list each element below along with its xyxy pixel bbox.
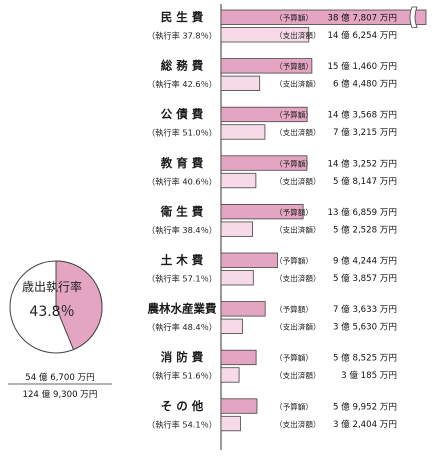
budget-amount-label: 9 億 4,244 万円 [333,255,397,267]
spent-bar [220,270,254,286]
spent-bar [220,172,257,189]
budget-kind-label: （予算額） [275,13,313,23]
budget-bar [220,203,304,220]
budget-kind-label: （予算額） [275,110,313,120]
spent-amount-label: 7 億 3,215 万円 [333,126,397,138]
spent-kind-label: （支出済額） [275,30,321,40]
budget-kind-label: （予算額） [275,158,313,168]
category-row: 衛 生 費 （執行率 38.4％） （予算額） 13 億 6,859 万円 （支出済額）… [147,203,397,237]
execution-rate-label: （執行率 54.1％） [147,419,217,429]
category-label: 総 務 費 [161,59,204,73]
spent-amount-label: 14 億 6,254 万円 [327,29,397,41]
pie-slice-executed [55,260,103,351]
spent-amount-label: 3 億 185 万円 [341,369,397,381]
category-row: 教 育 費 （執行率 40.6％） （予算額） 14 億 3,252 万円 （支出済額）… [147,155,397,189]
spent-bar [220,27,310,43]
execution-rate-label: （執行率 38.4％） [147,225,217,235]
budget-kind-label: （予算額） [275,401,313,411]
category-row: 土 木 費 （執行率 57.1％） （予算額） 9 億 4,244 万円 （支出済額） 5… [147,252,397,286]
spent-bar [220,124,266,140]
spent-kind-label: （支出済額） [275,176,321,186]
spent-bar [220,367,240,383]
budget-total: 124 億 9,300 万円 [23,388,98,400]
category-row: 公 債 費 （執行率 51.0％） （予算額） 14 億 3,568 万円 （支出済額）… [147,106,397,140]
budget-kind-label: （予算額） [275,256,313,266]
spent-total: 54 億 6,700 万円 [25,371,95,383]
budget-amount-label: 15 億 1,460 万円 [327,60,397,72]
category-label: 公 債 費 [161,107,204,121]
spent-kind-label: （支出済額） [275,224,321,234]
axis-break-mark [409,6,418,28]
pie-label: 歳出執行率 [22,279,82,294]
spent-kind-label: （支出済額） [275,419,321,429]
budget-amount-label: 38 億 7,807 万円 [327,12,397,24]
spent-bar [220,221,253,237]
category-row: そ の 他 （執行率 54.1％） （予算額） 5 億 9,952 万円 （支出済額） 3… [147,398,397,432]
budget-kind-label: （予算額） [275,61,313,71]
budget-amount-label: 7 億 3,633 万円 [333,303,397,315]
category-label: 民 生 費 [161,10,204,24]
budget-bar [220,252,278,268]
budget-kind-label: （予算額） [275,207,313,217]
category-label: 教 育 費 [160,156,204,170]
spent-amount-label: 3 億 5,630 万円 [333,321,397,333]
category-rows: 民 生 費 （執行率 37.8％） （予算額） 38 億 7,807 万円 （支出済額）… [147,6,427,432]
execution-rate-label: （執行率 48.4％） [147,322,217,332]
execution-rate-label: （執行率 51.0％） [147,128,217,138]
budget-kind-label: （予算額） [275,304,313,314]
spent-kind-label: （支出済額） [275,79,321,89]
category-label: 衛 生 費 [160,204,204,218]
budget-bar [220,9,427,25]
category-row: 民 生 費 （執行率 37.8％） （予算額） 38 億 7,807 万円 （支出済額）… [147,6,427,43]
spent-kind-label: （支出済額） [275,127,321,137]
execution-rate-label: （執行率 37.8％） [147,31,217,41]
spent-amount-label: 5 億 3,857 万円 [333,272,397,284]
category-row: 総 務 費 （執行率 42.6％） （予算額） 15 億 1,460 万円 （支出済額）… [147,58,397,91]
spent-kind-label: （支出済額） [275,273,321,283]
execution-rate-label: （執行率 42.6％） [147,79,217,89]
budget-amount-label: 14 億 3,568 万円 [327,109,397,121]
totals-fraction: 54 億 6,700 万円 124 億 9,300 万円 [8,371,112,400]
budget-bar [220,349,257,366]
budget-bar [220,106,308,123]
execution-rate-label: （執行率 40.6％） [147,176,217,186]
execution-rate-label: （執行率 57.1％） [147,274,217,284]
category-label: 消 防 費 [161,350,204,364]
pie-rate-text: 43.8％ [29,304,74,320]
spent-bar [220,415,241,432]
budget-bar [220,398,258,414]
spent-amount-label: 6 億 4,480 万円 [333,78,397,90]
category-label: そ の 他 [161,399,204,413]
budget-bar [220,155,308,171]
budget-amount-label: 13 億 6,859 万円 [327,206,397,218]
category-row: 消 防 費 （執行率 51.6％） （予算額） 5 億 8,525 万円 （支出済額） 3… [147,349,397,383]
spent-amount-label: 5 億 8,147 万円 [333,175,397,187]
budget-amount-label: 5 億 9,952 万円 [333,400,397,412]
execution-rate-pie: 歳出執行率 43.8％ [9,260,103,354]
budget-kind-label: （予算額） [275,353,313,363]
category-label: 土 木 費 [161,253,204,267]
execution-rate-label: （執行率 51.6％） [147,371,217,381]
spent-kind-label: （支出済額） [275,370,321,380]
spent-bar [220,75,261,91]
budget-bar [220,58,313,74]
category-row: 農林水産業費 （執行率 48.4％） （予算額） 7 億 3,633 万円 （支出済額）… [147,301,397,335]
spent-kind-label: （支出済額） [275,322,321,332]
category-label: 農林水産業費 [148,302,217,316]
budget-bar [220,301,266,317]
spent-amount-label: 3 億 2,404 万円 [333,418,397,430]
budget-amount-label: 14 億 3,252 万円 [327,157,397,169]
spent-amount-label: 5 億 2,528 万円 [333,223,397,235]
budget-amount-label: 5 億 8,525 万円 [333,352,397,364]
spent-bar [220,318,243,335]
